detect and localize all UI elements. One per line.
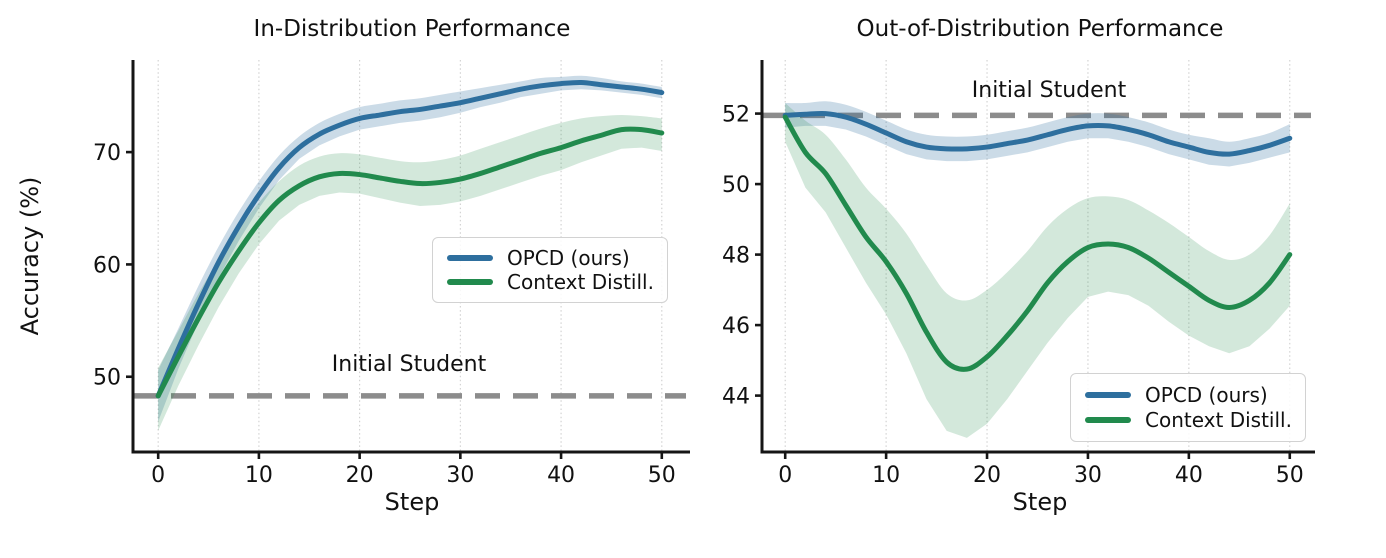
series-line-context-distill	[782, 114, 1293, 372]
chart-title-out-of-distribution: Out-of-Distribution Performance	[856, 16, 1224, 42]
ref-line-label-initial-student-left: Initial Student	[331, 352, 487, 377]
legend-item-context-distill: Context Distill.	[447, 270, 655, 294]
opcd-line-swatch	[1085, 391, 1131, 398]
x-tick-label-40: 40	[1175, 463, 1203, 488]
x-tick-label-0: 0	[151, 463, 165, 488]
x-axis-label-step-left: Step	[384, 488, 440, 516]
x-tick-label-10: 10	[872, 463, 900, 488]
y-tick-label-46: 46	[722, 314, 750, 339]
chart-title-in-distribution: In-Distribution Performance	[253, 16, 571, 42]
y-tick-label-50: 50	[722, 173, 750, 198]
legend-in-distribution: OPCD (ours) Context Distill.	[432, 237, 668, 303]
series-band-context-distill	[785, 103, 1290, 438]
x-tick-label-30: 30	[1074, 463, 1102, 488]
series-line-opcd	[782, 110, 1293, 157]
x-tick-label-20: 20	[973, 463, 1001, 488]
legend-item-context-distill: Context Distill.	[1085, 408, 1293, 434]
y-tick-label-48: 48	[722, 244, 750, 269]
legend-item-opcd: OPCD (ours)	[447, 246, 655, 270]
legend-out-of-distribution: OPCD (ours) Context Distill.	[1070, 373, 1306, 442]
y-tick-label-70: 70	[93, 141, 121, 166]
x-tick-label-20: 20	[346, 463, 374, 488]
legend-label-context-distill: Context Distill.	[507, 270, 654, 294]
legend-label-context-distill: Context Distill.	[1145, 408, 1292, 433]
x-tick-label-30: 30	[446, 463, 474, 488]
x-axis-label-step-right: Step	[1012, 488, 1068, 516]
x-tick-label-10: 10	[245, 463, 273, 488]
x-tick-label-0: 0	[778, 463, 792, 488]
context-distill-line-swatch	[1085, 417, 1131, 424]
context-distill-line-swatch	[447, 279, 493, 285]
series-line-opcd	[155, 79, 665, 399]
series-band-opcd	[785, 101, 1290, 167]
legend-item-opcd: OPCD (ours)	[1085, 382, 1293, 408]
opcd-line-swatch	[447, 255, 493, 261]
plot-in-distribution: 0 10 20 30 40 50 50 60 70	[93, 60, 690, 488]
series-line-context-distill	[155, 126, 665, 399]
y-tick-label-52: 52	[722, 103, 750, 128]
legend-label-opcd: OPCD (ours)	[1145, 382, 1268, 407]
plot-out-of-distribution: 0 10 20 30 40 50 44 46 48 50 52	[722, 60, 1315, 488]
x-tick-label-50: 50	[1276, 463, 1304, 488]
y-tick-label-50: 50	[93, 366, 121, 391]
x-tick-label-40: 40	[547, 463, 575, 488]
legend-label-opcd: OPCD (ours)	[507, 246, 630, 270]
x-tick-label-50: 50	[648, 463, 676, 488]
y-tick-label-60: 60	[93, 253, 121, 278]
y-axis-label-accuracy: Accuracy (%)	[16, 176, 44, 336]
ref-line-label-initial-student-right: Initial Student	[971, 78, 1127, 103]
y-tick-label-44: 44	[722, 385, 750, 410]
